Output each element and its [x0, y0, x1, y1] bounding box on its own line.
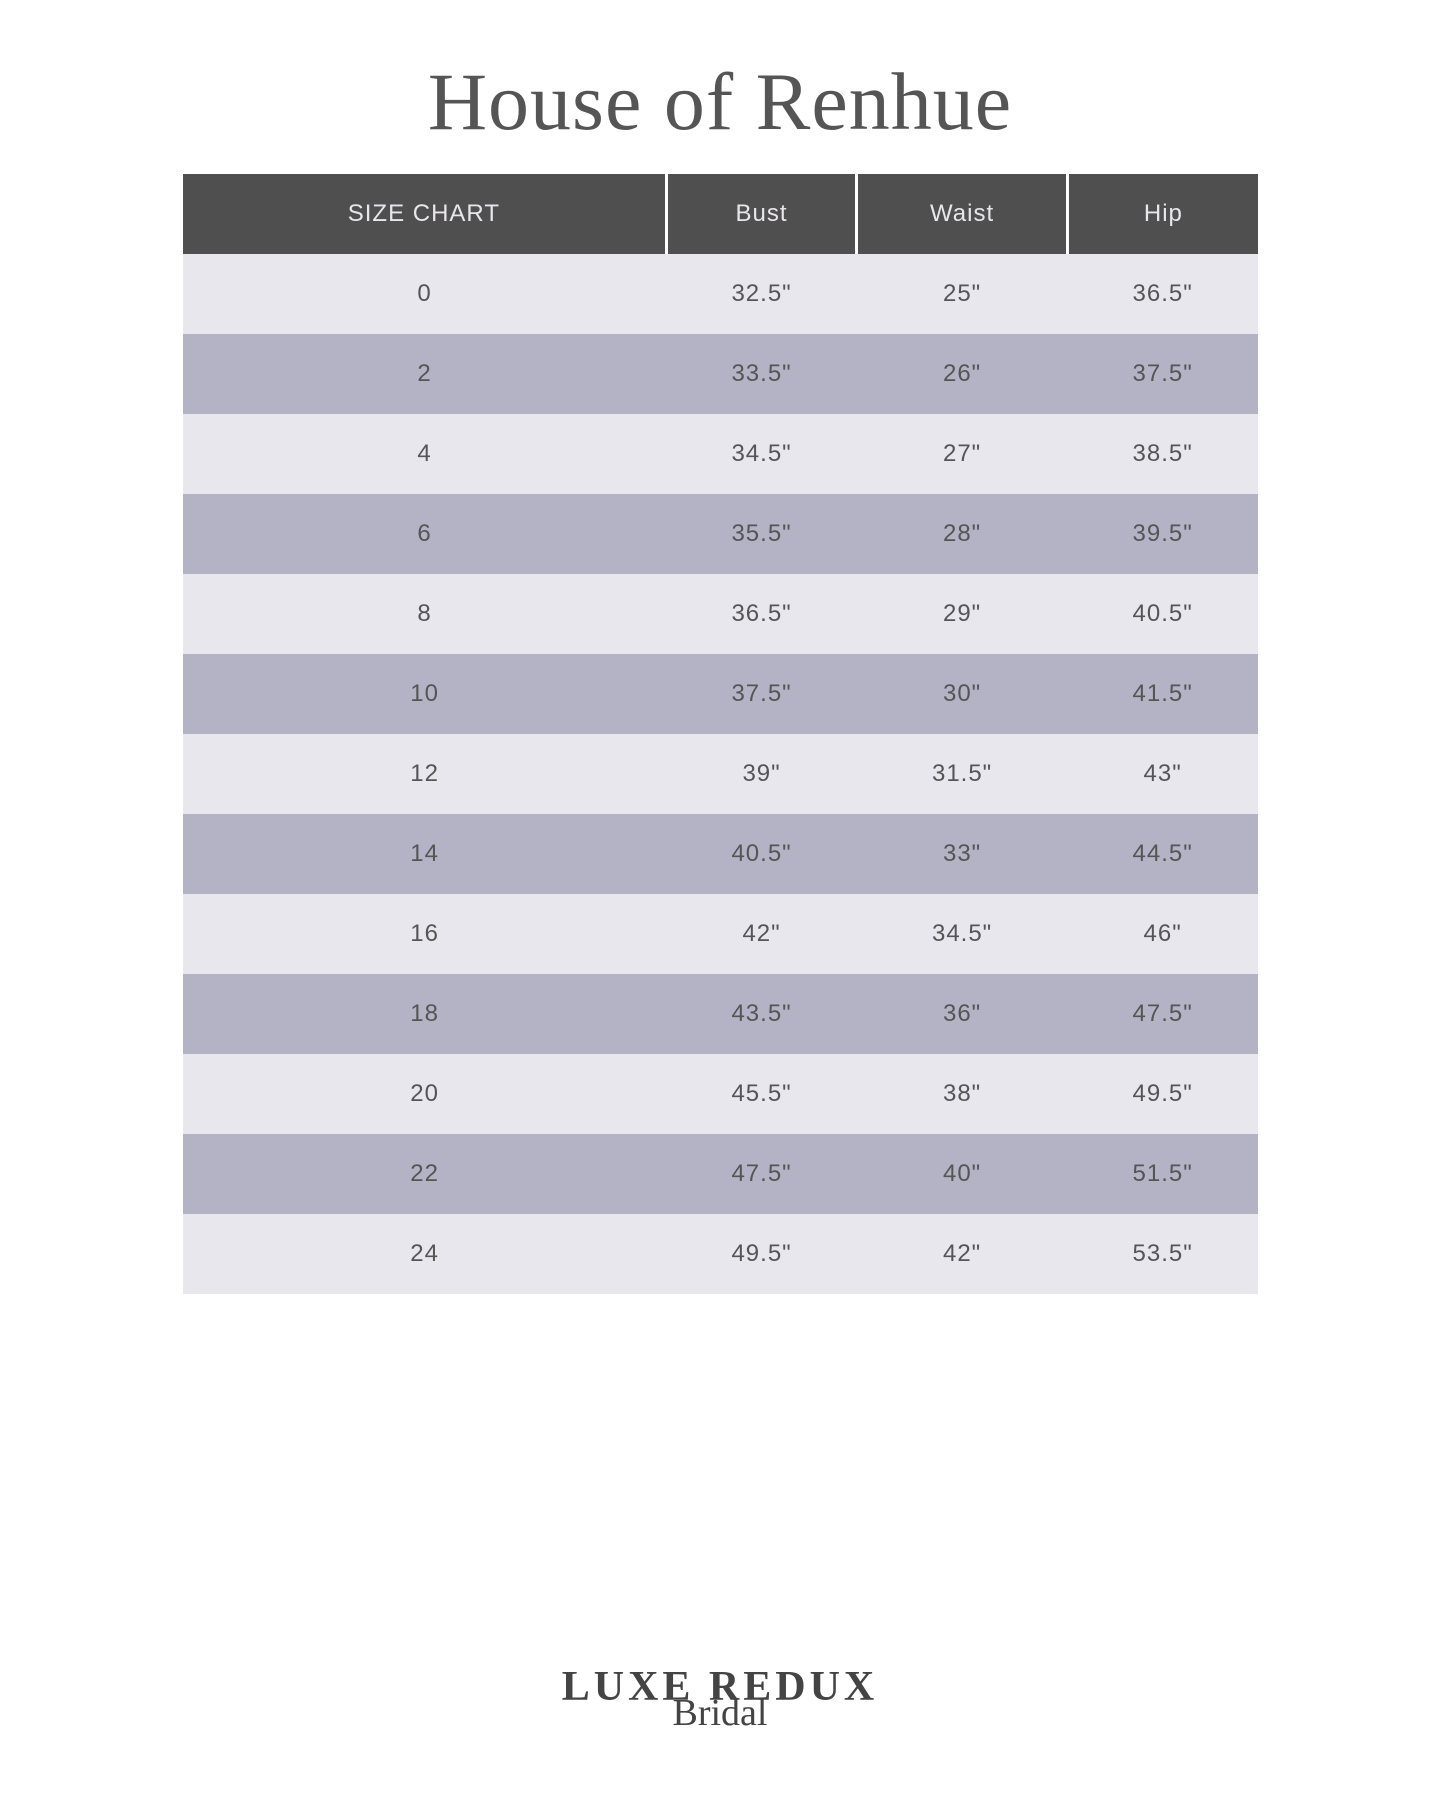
- table-row: 1440.5"33"44.5": [183, 814, 1258, 894]
- table-cell: 27": [856, 414, 1067, 494]
- table-cell: 10: [183, 654, 667, 734]
- table-cell: 38.5": [1068, 414, 1258, 494]
- table-cell: 14: [183, 814, 667, 894]
- col-hip: Hip: [1068, 174, 1258, 254]
- table-row: 233.5"26"37.5": [183, 334, 1258, 414]
- col-waist: Waist: [856, 174, 1067, 254]
- table-row: 434.5"27"38.5": [183, 414, 1258, 494]
- table-cell: 43": [1068, 734, 1258, 814]
- table-cell: 37.5": [1068, 334, 1258, 414]
- table-cell: 18: [183, 974, 667, 1054]
- table-cell: 28": [856, 494, 1067, 574]
- table-cell: 39": [667, 734, 857, 814]
- table-cell: 6: [183, 494, 667, 574]
- table-cell: 40.5": [667, 814, 857, 894]
- table-cell: 33.5": [667, 334, 857, 414]
- table-cell: 36.5": [1068, 254, 1258, 334]
- table-cell: 26": [856, 334, 1067, 414]
- table-cell: 22: [183, 1134, 667, 1214]
- table-cell: 40": [856, 1134, 1067, 1214]
- table-cell: 0: [183, 254, 667, 334]
- table-cell: 35.5": [667, 494, 857, 574]
- table-cell: 32.5": [667, 254, 857, 334]
- table-cell: 40.5": [1068, 574, 1258, 654]
- table-cell: 42": [667, 894, 857, 974]
- table-cell: 4: [183, 414, 667, 494]
- table-row: 1239"31.5"43": [183, 734, 1258, 814]
- table-header-row: SIZE CHART Bust Waist Hip: [183, 174, 1258, 254]
- table-row: 836.5"29"40.5": [183, 574, 1258, 654]
- table-row: 032.5"25"36.5": [183, 254, 1258, 334]
- table-cell: 43.5": [667, 974, 857, 1054]
- table-cell: 49.5": [667, 1214, 857, 1294]
- table-cell: 37.5": [667, 654, 857, 734]
- table-body: 032.5"25"36.5"233.5"26"37.5"434.5"27"38.…: [183, 254, 1258, 1294]
- table-cell: 38": [856, 1054, 1067, 1134]
- footer-brand-sub: Bridal: [0, 1702, 1440, 1725]
- table-cell: 2: [183, 334, 667, 414]
- table-cell: 30": [856, 654, 1067, 734]
- table-cell: 34.5": [856, 894, 1067, 974]
- table-cell: 46": [1068, 894, 1258, 974]
- table-cell: 44.5": [1068, 814, 1258, 894]
- table-row: 2449.5"42"53.5": [183, 1214, 1258, 1294]
- table-cell: 53.5": [1068, 1214, 1258, 1294]
- table-cell: 12: [183, 734, 667, 814]
- table-cell: 49.5": [1068, 1054, 1258, 1134]
- table-cell: 29": [856, 574, 1067, 654]
- table-cell: 20: [183, 1054, 667, 1134]
- table-cell: 47.5": [1068, 974, 1258, 1054]
- table-cell: 36.5": [667, 574, 857, 654]
- table-cell: 24: [183, 1214, 667, 1294]
- table-cell: 8: [183, 574, 667, 654]
- col-bust: Bust: [667, 174, 857, 254]
- table-row: 1642"34.5"46": [183, 894, 1258, 974]
- table-cell: 45.5": [667, 1054, 857, 1134]
- table-cell: 31.5": [856, 734, 1067, 814]
- table-cell: 42": [856, 1214, 1067, 1294]
- table-cell: 34.5": [667, 414, 857, 494]
- table-cell: 41.5": [1068, 654, 1258, 734]
- table-row: 635.5"28"39.5": [183, 494, 1258, 574]
- table-cell: 33": [856, 814, 1067, 894]
- table-cell: 16: [183, 894, 667, 974]
- table-cell: 51.5": [1068, 1134, 1258, 1214]
- table-row: 2247.5"40"51.5": [183, 1134, 1258, 1214]
- table-row: 2045.5"38"49.5": [183, 1054, 1258, 1134]
- col-size: SIZE CHART: [183, 174, 667, 254]
- brand-title: House of Renhue: [0, 0, 1440, 149]
- table-row: 1843.5"36"47.5": [183, 974, 1258, 1054]
- footer-brand: LUXE REDUX Bridal: [0, 1666, 1440, 1725]
- table-cell: 47.5": [667, 1134, 857, 1214]
- table-cell: 36": [856, 974, 1067, 1054]
- size-chart-table: SIZE CHART Bust Waist Hip 032.5"25"36.5"…: [183, 174, 1258, 1294]
- table-cell: 25": [856, 254, 1067, 334]
- table-row: 1037.5"30"41.5": [183, 654, 1258, 734]
- table-cell: 39.5": [1068, 494, 1258, 574]
